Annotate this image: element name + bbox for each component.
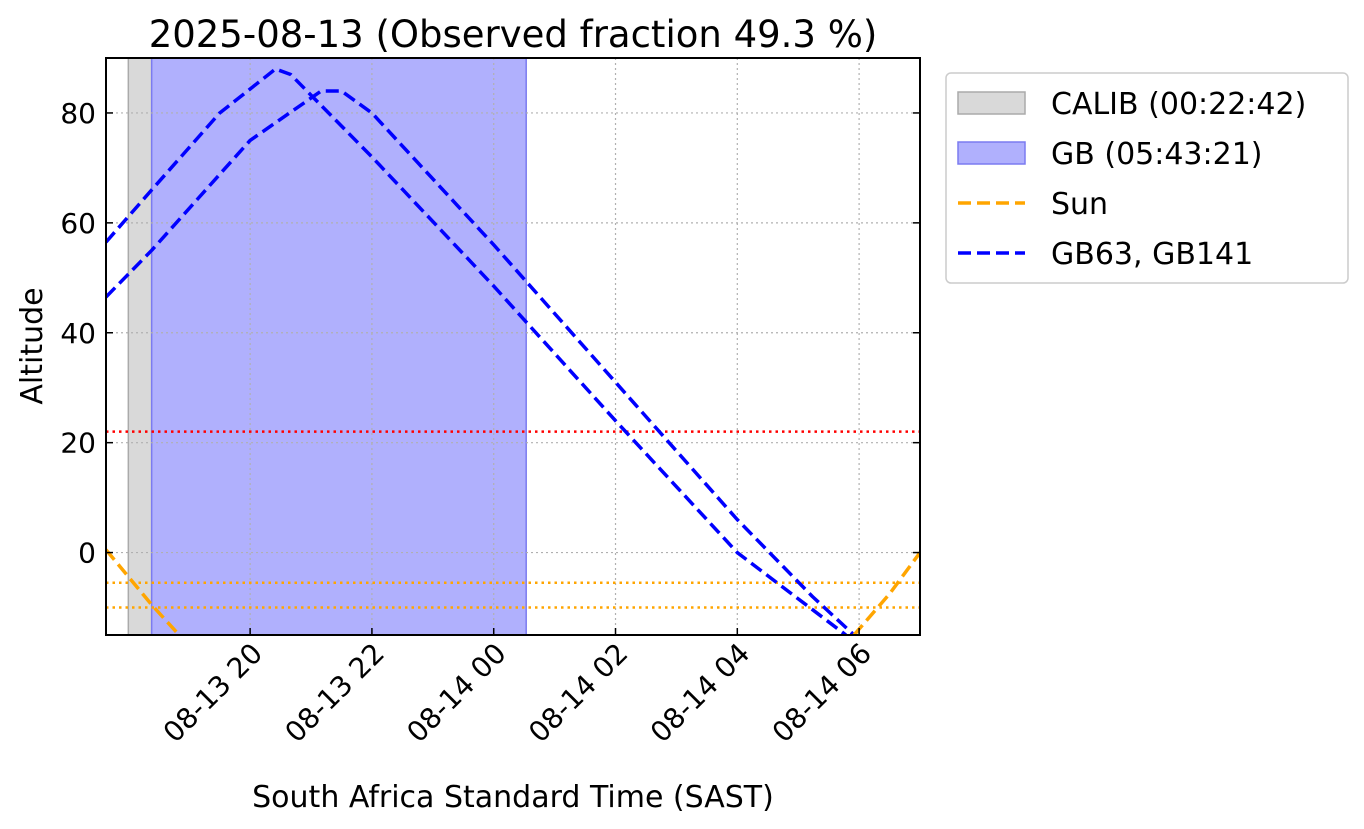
x-tick-label: 08-13 22	[279, 637, 391, 749]
y-tick-label: 0	[78, 537, 96, 570]
legend-label: GB63, GB141	[1051, 237, 1253, 272]
y-tick-label: 80	[60, 97, 96, 130]
series-line-gb141	[106, 89, 856, 635]
x-tick-label: 08-14 04	[644, 637, 756, 749]
y-axis-title: Altitude	[15, 287, 50, 404]
legend-box	[945, 72, 1349, 284]
chart-title: 2025-08-13 (Observed fraction 49.3 %)	[149, 13, 878, 56]
x-axis-title: South Africa Standard Time (SAST)	[252, 780, 774, 815]
series-line-sun	[106, 548, 181, 635]
legend-swatch	[957, 141, 1026, 165]
y-tick-label: 40	[60, 317, 96, 350]
x-tick-label: 08-14 02	[522, 637, 634, 749]
legend-swatch	[957, 91, 1026, 115]
x-tick-label: 08-14 00	[400, 637, 512, 749]
span-gb	[150, 58, 527, 635]
legend: CALIB (00:22:42) GB (05:43:21) Sun GB63, GB…	[945, 72, 1349, 284]
series-line-sun	[852, 551, 920, 635]
legend-label: GB (05:43:21)	[1051, 137, 1263, 172]
y-tick-label: 20	[60, 427, 96, 460]
span-calib	[127, 58, 153, 635]
x-tick-label: 08-14 06	[766, 637, 878, 749]
plot-frame	[105, 57, 921, 636]
y-tick-label: 60	[60, 207, 96, 240]
series-line-gb63	[106, 67, 847, 635]
legend-label: CALIB (00:22:42)	[1051, 87, 1306, 122]
legend-label: Sun	[1051, 187, 1108, 222]
x-tick-label: 08-13 20	[157, 637, 269, 749]
